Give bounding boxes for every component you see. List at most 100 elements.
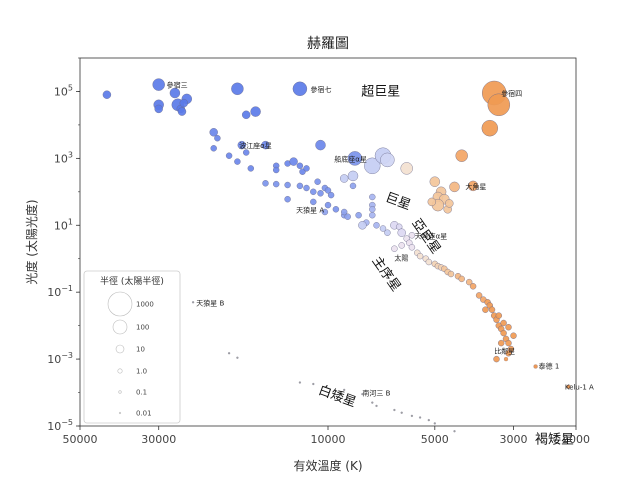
star-point xyxy=(369,193,376,201)
star-point xyxy=(236,356,239,359)
star-point xyxy=(505,350,512,357)
x-tick-label: 3000 xyxy=(500,433,528,446)
star-point xyxy=(393,408,396,412)
star-point xyxy=(510,332,517,339)
star-point xyxy=(455,149,468,162)
star-label: Kelu-1 A xyxy=(565,384,594,392)
star-point xyxy=(400,162,413,175)
star-point xyxy=(324,201,332,209)
star-label: 泰德 1 xyxy=(539,361,560,370)
star-label: 天琴座α星 xyxy=(415,231,448,240)
star-point xyxy=(225,152,233,159)
star-label: 天狼星 B xyxy=(196,298,224,307)
star-label: 太陽 xyxy=(394,253,408,262)
legend: 半徑 (太陽半徑) 1000 100 10 1.0 0.1 0.01 xyxy=(83,270,181,424)
star-point xyxy=(231,82,244,96)
star-label: 參宿四 xyxy=(501,89,522,98)
star-point xyxy=(449,181,460,193)
star-point xyxy=(400,411,403,414)
star-point xyxy=(379,225,387,232)
star-point xyxy=(369,206,376,213)
star-point xyxy=(487,93,510,117)
star-label: 南河三 B xyxy=(362,389,390,398)
star-point xyxy=(495,312,502,319)
star-point xyxy=(262,180,269,187)
legend-label: 0.01 xyxy=(136,410,152,418)
legend-marker xyxy=(117,368,123,374)
star-point xyxy=(498,339,505,347)
star-point xyxy=(408,244,416,251)
star-point xyxy=(284,181,291,189)
y-tick-label: 103 xyxy=(54,150,73,165)
x-axis: 50000 30000 10000 5000 3000 2000 xyxy=(63,426,590,446)
star-point xyxy=(429,176,440,187)
star-point xyxy=(327,191,335,199)
star-point xyxy=(315,139,326,151)
star-point xyxy=(355,211,362,219)
y-tick-label: 101 xyxy=(54,217,73,232)
star-point xyxy=(343,388,346,391)
legend-marker xyxy=(112,319,128,335)
star-point xyxy=(453,430,456,433)
star-point xyxy=(380,152,395,168)
star-point xyxy=(179,98,189,108)
star-point xyxy=(247,165,255,172)
y-axis: 105 103 101 10−1 10−3 10−5 xyxy=(47,57,80,433)
star-point xyxy=(152,78,165,91)
star-label: 比鄰星 xyxy=(494,347,515,356)
x-tick-label: 2000 xyxy=(562,433,590,446)
y-tick-label: 10−5 xyxy=(47,418,73,433)
star-point xyxy=(469,283,477,290)
star-point xyxy=(373,222,380,229)
star-point xyxy=(228,352,231,355)
star-point xyxy=(433,422,436,425)
star-point xyxy=(410,414,413,417)
star-point xyxy=(296,162,304,170)
star-label: 參宿三 xyxy=(167,81,188,90)
star-point xyxy=(349,182,357,190)
star-point xyxy=(261,140,270,150)
star-point xyxy=(533,364,538,369)
legend-label: 0.1 xyxy=(136,389,147,397)
star-point xyxy=(371,401,374,404)
star-point xyxy=(482,306,489,313)
star-point xyxy=(102,90,112,99)
star-point xyxy=(419,416,422,419)
star-point xyxy=(467,180,479,192)
star-point xyxy=(458,275,465,283)
y-tick-label: 105 xyxy=(54,83,73,98)
x-tick-label: 10000 xyxy=(311,433,346,446)
x-axis-label: 有效溫度 (K) xyxy=(293,458,362,473)
star-point xyxy=(324,187,332,194)
star-point xyxy=(493,355,500,363)
star-point xyxy=(358,221,367,230)
star-point xyxy=(169,87,181,99)
star-point xyxy=(314,178,321,185)
star-label: 大角星 xyxy=(465,182,486,191)
star-point xyxy=(566,384,571,389)
star-point xyxy=(296,182,304,190)
star-point xyxy=(303,184,310,192)
star-point xyxy=(273,166,280,174)
star-point xyxy=(317,190,324,197)
star-point xyxy=(303,165,310,172)
star-point xyxy=(375,404,378,407)
legend-marker xyxy=(115,344,125,354)
star-point xyxy=(312,382,315,386)
star-label: 波江座α星 xyxy=(239,141,272,150)
star-point xyxy=(344,213,351,220)
x-tick-label: 30000 xyxy=(141,433,176,446)
star-point xyxy=(364,157,381,175)
y-tick-label: 10−1 xyxy=(47,284,73,299)
legend-marker xyxy=(107,291,133,317)
star-point xyxy=(391,245,398,252)
legend-label: 100 xyxy=(136,324,149,332)
star-point xyxy=(500,329,507,337)
star-label: 天狼星 A xyxy=(296,205,324,214)
star-point xyxy=(310,188,317,196)
star-point xyxy=(398,242,405,249)
star-point xyxy=(284,195,291,203)
legend-marker xyxy=(118,390,122,394)
star-point xyxy=(241,110,251,120)
region-label: 褐矮星 xyxy=(535,433,574,448)
